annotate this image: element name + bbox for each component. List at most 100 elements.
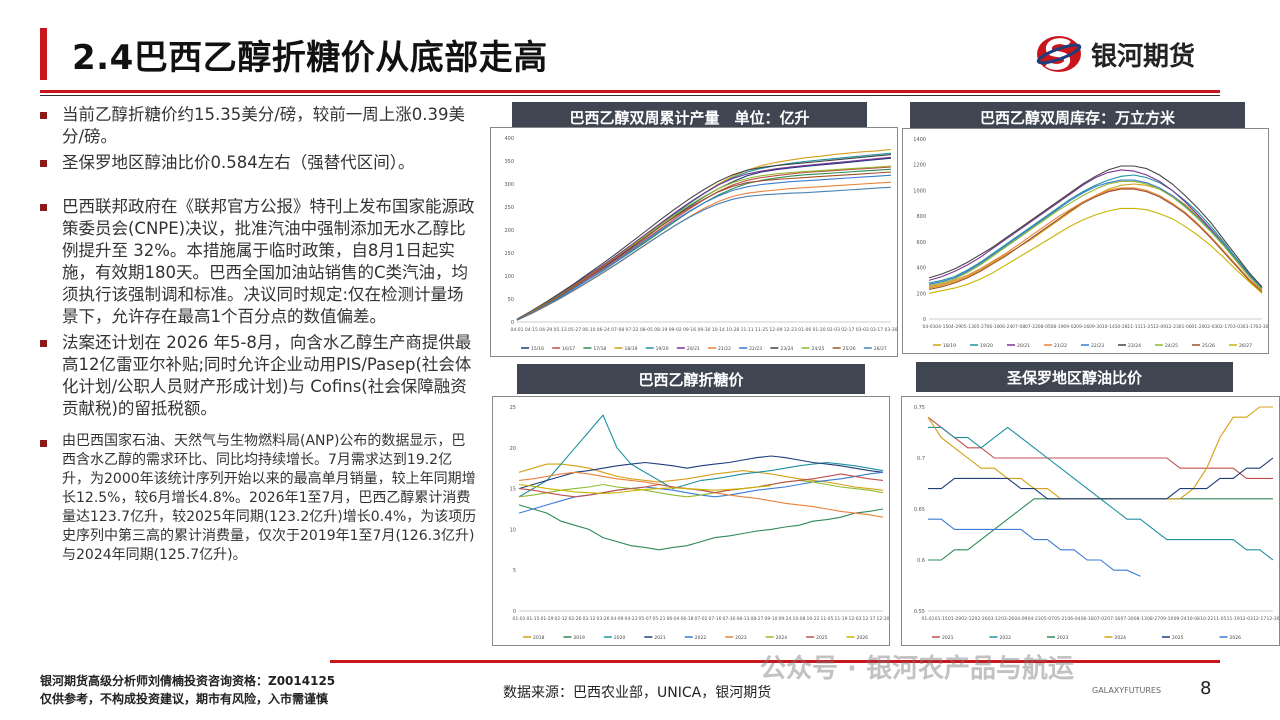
series-line-2026 xyxy=(518,483,772,495)
bullet-text: 法案还计划在 2026 年5-8月，向含水乙醇生产商提供最高12亿雷亚尔补贴;同… xyxy=(62,333,472,418)
legend-label: 2021 xyxy=(942,635,954,641)
y-tick-label: 200 xyxy=(916,291,926,297)
x-tick-label: 10-22 xyxy=(1200,616,1213,622)
legend-label: 26/27 xyxy=(874,346,887,352)
x-tick-label: 06-10 xyxy=(582,327,595,333)
x-tick-label: 09-16 xyxy=(1076,324,1089,330)
series-line-2024 xyxy=(518,479,884,498)
x-tick-label: 12-17 xyxy=(1253,616,1266,622)
x-tick-label: 04-01 xyxy=(510,327,523,333)
bullet-item: 法案还计划在 2026 年5-8月，向含水乙醇生产商提供最高12亿雷亚尔补贴;同… xyxy=(38,332,478,420)
x-tick-label: 10-28 xyxy=(726,327,739,333)
legend-label: 2025 xyxy=(1172,635,1184,641)
series-line-2021 xyxy=(927,416,1273,479)
series-line-2021 xyxy=(518,455,884,490)
y-tick-label: 25 xyxy=(510,405,516,411)
legend-label: 26/27 xyxy=(1239,343,1252,349)
y-tick-label: 50 xyxy=(508,297,514,303)
series-line-19-20 xyxy=(928,174,1263,288)
y-tick-label: 0 xyxy=(511,320,514,326)
x-tick-label: 12-30 xyxy=(1266,616,1279,622)
x-tick-label: 02-17 xyxy=(841,327,854,333)
panel-title-sugar-equivalent: 巴西乙醇折糖价 xyxy=(517,364,865,394)
x-tick-label: 11-11 xyxy=(741,327,754,333)
chart-inventory: 0 200 400 600 800 1000 1200 1400 04-01 04-15 04-29… xyxy=(902,128,1269,354)
y-tick-label: 15 xyxy=(510,487,516,493)
x-tick-label: 10-28 xyxy=(1115,324,1128,330)
legend-label: 2024 xyxy=(1115,635,1127,641)
bullet-text: 巴西联邦政府在《联邦官方公报》特刊上发布国家能源政策委员会(CNPE)决议，批准… xyxy=(62,197,475,326)
x-tick-label: 02-12 xyxy=(961,616,974,622)
series-line-17-18 xyxy=(516,168,892,321)
x-tick-label: 12-09 xyxy=(769,327,782,333)
x-tick-label: 05-07 xyxy=(1041,616,1054,622)
x-tick-label: 04-01 xyxy=(922,324,935,330)
x-tick-label: 11-19 xyxy=(834,616,847,622)
legend-label: 24/25 xyxy=(812,346,825,352)
legend-label: 18/19 xyxy=(625,346,638,352)
bullet-text: 当前乙醇折糖价约15.35美分/磅，较前一周上涨0.39美分/磅。 xyxy=(62,105,466,146)
x-tick-label: 02-26 xyxy=(975,616,988,622)
legend-label: 2022 xyxy=(695,635,707,641)
x-tick-label: 03-03 xyxy=(856,327,869,333)
x-tick-label: 08-13 xyxy=(1134,616,1147,622)
legend-label: 20/21 xyxy=(1017,343,1030,349)
x-tick-label: 11-19 xyxy=(1227,616,1240,622)
y-tick-label: 1200 xyxy=(913,163,926,169)
x-tick-label: 12-23 xyxy=(1166,324,1179,330)
x-tick-label: 05-21 xyxy=(652,616,665,622)
x-tick-label: 12-09 xyxy=(1153,324,1166,330)
x-tick-label: 09-02 xyxy=(669,327,682,333)
logo-text: 银河期货 xyxy=(1091,41,1196,72)
y-tick-label: 350 xyxy=(504,159,514,165)
y-tick-label: 600 xyxy=(916,240,926,246)
x-tick-label: 12-30 xyxy=(876,616,889,622)
x-tick-label: 06-04 xyxy=(666,616,679,622)
legend-label: 2021 xyxy=(654,635,666,641)
legend-label: 23/24 xyxy=(1128,343,1141,349)
series-line-19-20 xyxy=(516,152,892,321)
legend-label: 25/26 xyxy=(843,346,856,352)
x-tick-label: 09-02 xyxy=(1063,324,1076,330)
x-tick-label: 06-18 xyxy=(1081,616,1094,622)
x-tick-label: 04-09 xyxy=(1014,616,1027,622)
series-line-25-26 xyxy=(928,188,1263,293)
legend-label: 17/18 xyxy=(593,346,606,352)
y-tick-label: 0 xyxy=(513,609,516,615)
x-tick-label: 07-02 xyxy=(694,616,707,622)
legend-label: 2025 xyxy=(816,635,828,641)
x-tick-label: 10-08 xyxy=(1187,616,1200,622)
y-tick-label: 100 xyxy=(504,274,514,280)
x-tick-label: 02-26 xyxy=(568,616,581,622)
series-line-2024 xyxy=(927,406,1273,500)
x-tick-label: 07-22 xyxy=(1025,324,1038,330)
chart-production: 0 50 100 150 200 250 300 350 400 04-01 04-15 04-29 0… xyxy=(490,127,898,357)
y-tick-label: 800 xyxy=(916,214,926,220)
legend-label: 16/17 xyxy=(562,346,575,352)
y-tick-label: 400 xyxy=(916,266,926,272)
footer-source: 数据来源：巴西农业部，UNICA，银河期货 xyxy=(503,685,772,701)
x-tick-label: 10-14 xyxy=(1102,324,1115,330)
series-line-23-24 xyxy=(928,165,1263,288)
legend-label: 24/25 xyxy=(1165,343,1178,349)
x-tick-label: 08-27 xyxy=(1147,616,1160,622)
series-line-23-24 xyxy=(516,154,892,320)
x-tick-label: 01-15 xyxy=(526,616,539,622)
x-tick-label: 12-23 xyxy=(784,327,797,333)
x-tick-label: 05-07 xyxy=(638,616,651,622)
x-tick-label: 12-03 xyxy=(848,616,861,622)
series-line-2025 xyxy=(518,473,884,498)
x-tick-label: 07-08 xyxy=(1012,324,1025,330)
bullet-list: 当前乙醇折糖价约15.35美分/磅，较前一周上涨0.39美分/磅。 圣保罗地区醇… xyxy=(38,104,478,569)
x-tick-label: 09-10 xyxy=(764,616,777,622)
x-tick-label: 02-03 xyxy=(1204,324,1217,330)
legend-label: 2026 xyxy=(1230,635,1242,641)
x-tick-label: 03-30 xyxy=(1255,324,1268,330)
x-tick-label: 07-08 xyxy=(611,327,624,333)
company-logo: 银河期货 xyxy=(1035,32,1195,76)
x-tick-label: 02-12 xyxy=(554,616,567,622)
x-tick-label: 07-16 xyxy=(1107,616,1120,622)
y-tick-label: 1000 xyxy=(913,188,926,194)
